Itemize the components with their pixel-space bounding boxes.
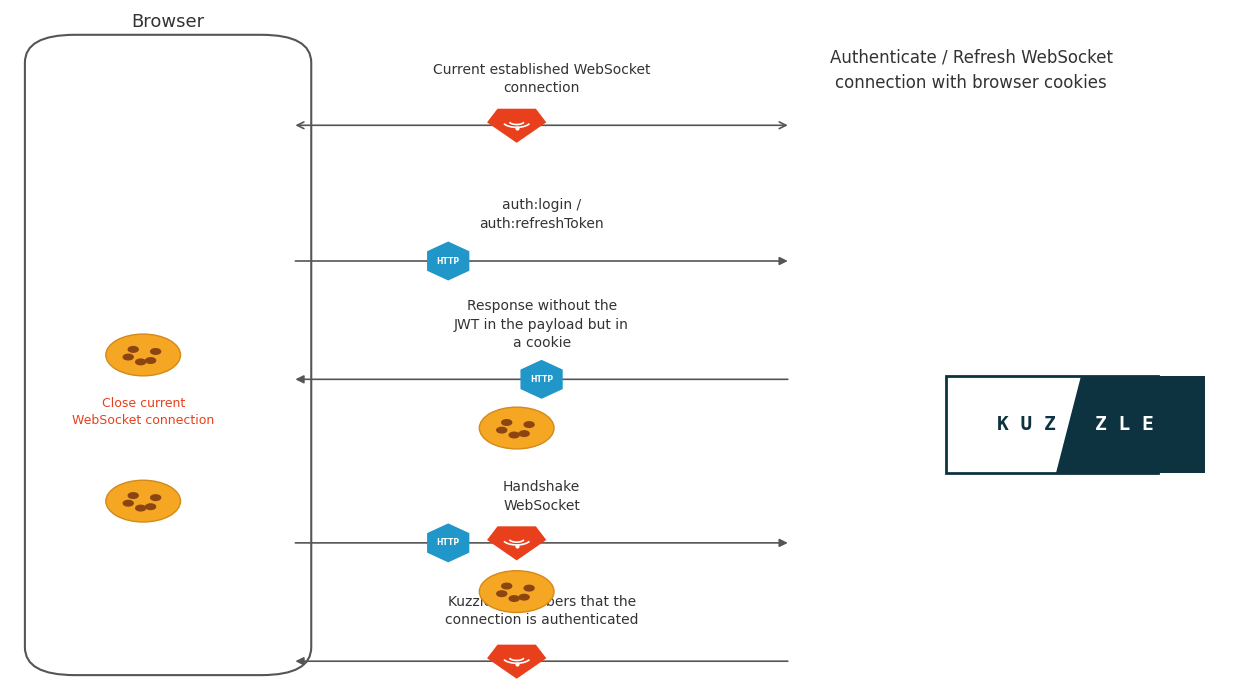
- Circle shape: [479, 571, 554, 612]
- Polygon shape: [487, 109, 547, 143]
- Circle shape: [151, 495, 161, 500]
- Circle shape: [146, 358, 156, 363]
- Circle shape: [509, 596, 519, 601]
- Text: HTTP: HTTP: [437, 257, 459, 265]
- Text: auth:login /
auth:refreshToken: auth:login / auth:refreshToken: [479, 198, 604, 231]
- Circle shape: [519, 594, 529, 600]
- Polygon shape: [1056, 376, 1205, 473]
- Circle shape: [136, 359, 146, 365]
- Polygon shape: [520, 360, 563, 399]
- Text: HTTP: HTTP: [530, 375, 553, 383]
- Circle shape: [106, 334, 181, 376]
- Text: Authenticate / Refresh WebSocket
connection with browser cookies: Authenticate / Refresh WebSocket connect…: [829, 49, 1113, 92]
- Polygon shape: [487, 644, 547, 679]
- Circle shape: [128, 347, 138, 352]
- Text: Kuzzle remembers that the
connection is authenticated: Kuzzle remembers that the connection is …: [444, 595, 639, 628]
- Circle shape: [497, 427, 507, 433]
- Circle shape: [502, 420, 512, 425]
- Circle shape: [502, 583, 512, 589]
- Circle shape: [106, 480, 181, 522]
- Circle shape: [509, 432, 519, 438]
- Polygon shape: [427, 523, 469, 562]
- Text: Z L E: Z L E: [1094, 415, 1153, 434]
- Circle shape: [524, 422, 534, 427]
- Polygon shape: [427, 242, 469, 280]
- Polygon shape: [487, 526, 547, 560]
- Text: K U Z: K U Z: [997, 415, 1056, 434]
- Circle shape: [524, 585, 534, 591]
- Circle shape: [151, 349, 161, 354]
- FancyBboxPatch shape: [25, 35, 311, 675]
- Circle shape: [128, 493, 138, 498]
- Text: Close current
WebSocket connection: Close current WebSocket connection: [72, 397, 214, 427]
- Text: Response without the
JWT in the payload but in
a cookie: Response without the JWT in the payload …: [454, 299, 629, 350]
- Circle shape: [123, 500, 133, 506]
- Circle shape: [123, 354, 133, 360]
- Circle shape: [519, 431, 529, 436]
- Circle shape: [136, 505, 146, 511]
- Text: Current established WebSocket
connection: Current established WebSocket connection: [433, 63, 650, 95]
- Circle shape: [479, 407, 554, 449]
- Text: Browser: Browser: [132, 13, 204, 31]
- Circle shape: [146, 504, 156, 509]
- Text: Handshake
WebSocket: Handshake WebSocket: [503, 480, 580, 513]
- Text: HTTP: HTTP: [437, 539, 459, 547]
- FancyBboxPatch shape: [946, 376, 1158, 473]
- Circle shape: [497, 591, 507, 596]
